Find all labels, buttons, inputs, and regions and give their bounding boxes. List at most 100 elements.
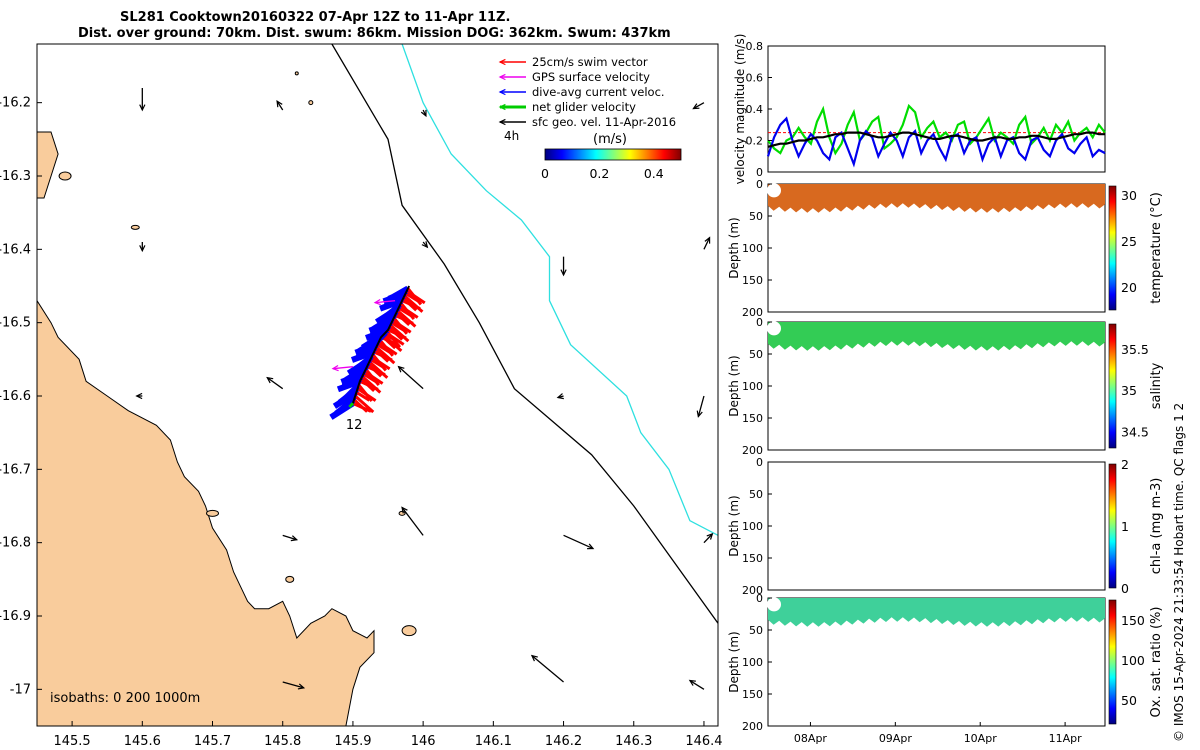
map-xtick-label: 146: [411, 734, 436, 749]
swim-vector: [402, 297, 418, 312]
island: [401, 625, 417, 637]
dive-avg-vector: [392, 285, 410, 300]
colorbar-tick-label: 0: [1121, 581, 1129, 596]
colorbar-tick-label: 1: [1121, 519, 1129, 534]
swim-vector: [395, 311, 411, 326]
depth-ytick-label: 200: [742, 720, 763, 733]
map-colorbar-tick: 0.2: [589, 166, 609, 181]
map-ytick-label: -16.7: [0, 462, 31, 477]
sfc-geo-vector: [531, 655, 564, 683]
sfc-geo-vector: [266, 377, 284, 390]
colorbar-tick-label: 35.5: [1121, 342, 1149, 357]
sfc-geo-vector-head: [556, 393, 564, 400]
depth-panel-0: 0 50 100 150 200 Depth (m) 20 25 30 temperature (…: [727, 178, 1164, 319]
profile-field: [768, 598, 1105, 627]
legend-entry: 25cm/s swim vector: [532, 55, 648, 69]
sfc-geo-vector-head: [266, 376, 274, 384]
colorbar-tick-label: 20: [1121, 280, 1137, 295]
map-colorbar-tick: 0.4: [644, 166, 664, 181]
depth-ytick-label: 100: [742, 242, 763, 255]
swim-vector: [399, 302, 416, 321]
sfc-geo-vector-head: [560, 269, 567, 277]
legend-entry: GPS surface velocity: [532, 70, 650, 84]
depth-panel-frame: [767, 461, 1106, 591]
depth-ytick-label: 150: [742, 552, 763, 565]
depth-ytick-label: 150: [742, 688, 763, 701]
legend-swatch-head: [498, 73, 506, 81]
legend-entry: dive-avg current veloc.: [532, 85, 665, 99]
island: [308, 100, 314, 106]
colorbar-tick-label: 35: [1121, 383, 1137, 398]
sfc-geo-vector: [276, 100, 284, 111]
map-ytick-label: -16.4: [0, 242, 31, 257]
sfc-geo-vector: [282, 681, 304, 689]
figure-title-line2: Dist. over ground: 70km. Dist. swum: 86k…: [78, 26, 671, 41]
depth-ytick-label: 0: [756, 592, 763, 605]
swim-vector: [382, 333, 403, 353]
swim-vector: [396, 309, 417, 328]
colorbar-tick-label: 100: [1121, 653, 1145, 668]
swim-vector: [354, 394, 375, 414]
map-ytick-label: -16.8: [0, 536, 31, 551]
sfc-geo-vector-head: [421, 241, 429, 249]
swim-vector: [392, 316, 409, 335]
profile-gap: [767, 597, 781, 612]
sfc-geo-vector-head: [401, 506, 408, 514]
island: [58, 171, 72, 181]
time-xtick-label: 08Apr: [794, 732, 828, 745]
map-colorbar-label: (m/s): [593, 132, 627, 147]
depth-ylabel: Depth (m): [727, 355, 741, 416]
sfc-geo-vector-head: [706, 532, 714, 540]
map-ytick-label: -16.9: [0, 609, 31, 624]
sfc-geo-vector-head: [692, 103, 700, 110]
glider-track: [351, 285, 411, 404]
depth-ylabel: Depth (m): [727, 631, 741, 692]
isobath-annotation: isobaths: 0 200 1000m: [50, 691, 200, 706]
map-ytick-label: -17: [10, 682, 31, 697]
swim-vector: [368, 360, 389, 379]
colorbar-label: Ox. sat. ratio (%): [1149, 607, 1164, 718]
swim-vector: [367, 363, 383, 378]
colorbar-label: chl-a (mg m-3): [1149, 478, 1164, 575]
swim-vector: [364, 368, 380, 387]
legend-entry: net glider velocity: [532, 100, 636, 114]
profile-gap: [767, 183, 781, 198]
sfc-geo-vector-head: [276, 100, 283, 108]
velocity-ytick-label: 0: [756, 166, 763, 179]
track-time-label: 12: [346, 418, 363, 433]
depth-ytick-label: 150: [742, 274, 763, 287]
map-panel: 12 isobaths: 0 200 1000m 145.5 145.6 145.7 14…: [0, 43, 723, 749]
legend-swatch-head: [498, 103, 506, 111]
island: [130, 224, 140, 230]
isobath-1000m: [401, 44, 718, 536]
depth-ylabel: Depth (m): [727, 217, 741, 278]
sfc-geo-vector-head: [420, 109, 427, 118]
profile-field: [768, 184, 1105, 213]
swim-vector: [378, 338, 395, 357]
colorbar: [1108, 323, 1117, 449]
velocity-ytick-label: 0.4: [746, 103, 764, 116]
map-contents: 12 isobaths: 0 200 1000m: [37, 44, 718, 726]
dive-avg-vector: [356, 352, 375, 371]
swim-vector: [371, 353, 387, 372]
sfc-geo-vector-head: [139, 245, 146, 253]
gps-surface-vector-head: [373, 299, 381, 306]
legend-time-marker: 4h: [504, 129, 519, 143]
gps-surface-vector: [374, 300, 396, 304]
depth-ylabel: Depth (m): [727, 495, 741, 556]
sfc-geo-vector: [282, 534, 297, 541]
velocity-ytick-label: 0.8: [746, 40, 764, 53]
map-ytick-label: -16.2: [0, 96, 31, 111]
profile-field: [768, 322, 1105, 351]
sfc-geo-vector-head: [688, 679, 696, 686]
island: [206, 509, 220, 517]
map-xtick-label: 146.2: [545, 734, 582, 749]
sfc-geo-vector-head: [397, 365, 405, 373]
colorbar-label: salinity: [1149, 362, 1164, 409]
colorbar-label: temperature (°C): [1149, 192, 1164, 304]
sfc-geo-vector: [398, 366, 424, 390]
land-mainland: [37, 299, 375, 726]
colorbar-tick-label: 2: [1121, 457, 1129, 472]
